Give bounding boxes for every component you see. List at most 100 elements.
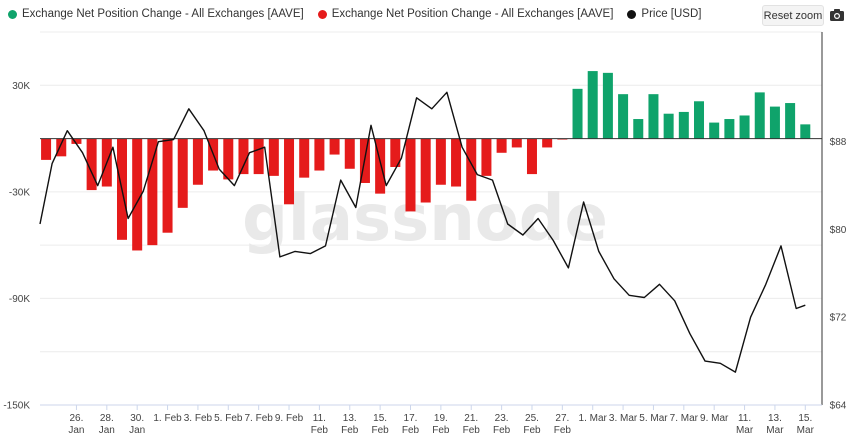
x-axis-tick-label: 15. bbox=[373, 413, 387, 424]
bar-inflow[interactable] bbox=[694, 101, 705, 139]
legend-label-price: Price [USD] bbox=[641, 8, 702, 20]
bar-outflow[interactable] bbox=[268, 138, 279, 176]
legend-item-outflow[interactable]: Exchange Net Position Change - All Excha… bbox=[317, 8, 613, 20]
bar-outflow[interactable] bbox=[253, 138, 264, 175]
axes: -150K-90K-30K30K$64$72$80$8826.Jan28.Jan… bbox=[3, 32, 847, 436]
x-axis-tick-label: 9. Mar bbox=[700, 413, 729, 424]
bar-outflow[interactable] bbox=[177, 138, 188, 208]
x-axis-tick-label: 1. Feb bbox=[153, 413, 182, 424]
x-axis-tick-label: Feb bbox=[372, 425, 390, 436]
bar-inflow[interactable] bbox=[618, 94, 629, 139]
bar-outflow[interactable] bbox=[344, 138, 355, 169]
bar-inflow[interactable] bbox=[724, 119, 735, 139]
x-axis-tick-label: 5. Feb bbox=[214, 413, 243, 424]
bar-inflow[interactable] bbox=[709, 122, 720, 139]
x-axis-tick-label: 11. bbox=[313, 413, 326, 424]
bar-outflow[interactable] bbox=[466, 138, 477, 201]
right-axis-tick-label: $80 bbox=[830, 225, 847, 236]
bar-outflow[interactable] bbox=[86, 138, 97, 191]
bar-outflow[interactable] bbox=[511, 138, 522, 148]
x-axis-tick-label: 13. bbox=[343, 413, 357, 424]
bar-outflow[interactable] bbox=[132, 138, 143, 251]
x-axis-tick-label: Mar bbox=[766, 425, 784, 436]
left-axis-tick-label: 30K bbox=[12, 81, 30, 92]
price-series bbox=[39, 91, 806, 373]
legend-label-inflow: Exchange Net Position Change - All Excha… bbox=[22, 8, 304, 20]
bar-inflow[interactable] bbox=[587, 71, 598, 139]
x-axis-tick-label: Feb bbox=[311, 425, 329, 436]
x-axis-tick-label: 27. bbox=[555, 413, 569, 424]
bar-inflow[interactable] bbox=[754, 92, 765, 139]
bar-outflow[interactable] bbox=[481, 138, 492, 176]
bar-outflow[interactable] bbox=[147, 138, 158, 246]
bar-inflow[interactable] bbox=[739, 115, 750, 139]
bar-outflow[interactable] bbox=[542, 138, 553, 148]
bar-outflow[interactable] bbox=[223, 138, 234, 180]
chart-legend: Exchange Net Position Change - All Excha… bbox=[8, 8, 701, 20]
legend-item-inflow[interactable]: Exchange Net Position Change - All Excha… bbox=[8, 8, 304, 20]
x-axis-tick-label: 3. Mar bbox=[609, 413, 638, 424]
x-axis-tick-label: 23. bbox=[495, 413, 509, 424]
left-axis-tick-label: -90K bbox=[9, 294, 30, 305]
bar-outflow[interactable] bbox=[299, 138, 310, 178]
x-axis-tick-label: Feb bbox=[402, 425, 420, 436]
x-axis-tick-label: 9. Feb bbox=[275, 413, 304, 424]
price-line[interactable] bbox=[39, 91, 806, 373]
x-axis-tick-label: 19. bbox=[434, 413, 448, 424]
legend-item-price[interactable]: Price [USD] bbox=[627, 8, 701, 20]
x-axis-tick-label: 5. Mar bbox=[639, 413, 668, 424]
bar-outflow[interactable] bbox=[284, 138, 295, 205]
bar-inflow[interactable] bbox=[663, 113, 674, 139]
legend-dot-red bbox=[317, 9, 327, 19]
x-axis-tick-label: 28. bbox=[100, 413, 114, 424]
bar-inflow[interactable] bbox=[800, 124, 811, 139]
bar-outflow[interactable] bbox=[71, 138, 82, 144]
x-axis-tick-label: 7. Feb bbox=[244, 413, 273, 424]
x-axis-tick-label: 17. bbox=[404, 413, 418, 424]
bar-outflow[interactable] bbox=[526, 138, 537, 175]
left-axis-tick-label: -30K bbox=[9, 187, 30, 198]
bar-outflow[interactable] bbox=[56, 138, 67, 157]
x-axis-tick-label: Feb bbox=[523, 425, 541, 436]
x-axis-tick-label: Feb bbox=[554, 425, 572, 436]
x-axis-tick-label: Jan bbox=[99, 425, 115, 436]
bar-inflow[interactable] bbox=[678, 111, 689, 139]
x-axis-tick-label: 26. bbox=[69, 413, 83, 424]
bar-outflow[interactable] bbox=[375, 138, 386, 194]
legend-dot-green bbox=[8, 9, 17, 19]
bar-outflow[interactable] bbox=[420, 138, 431, 203]
left-axis-tick-label: -150K bbox=[3, 401, 30, 412]
bar-inflow[interactable] bbox=[785, 103, 796, 139]
bar-outflow[interactable] bbox=[192, 138, 203, 185]
x-axis-tick-label: 7. Mar bbox=[670, 413, 699, 424]
bar-outflow[interactable] bbox=[162, 138, 173, 233]
x-axis-tick-label: Jan bbox=[68, 425, 84, 436]
reset-zoom-button[interactable]: Reset zoom bbox=[762, 5, 824, 26]
x-axis-tick-label: 30. bbox=[130, 413, 144, 424]
bar-outflow[interactable] bbox=[496, 138, 507, 153]
right-axis-tick-label: $88 bbox=[830, 137, 847, 148]
bar-outflow[interactable] bbox=[405, 138, 416, 212]
bar-inflow[interactable] bbox=[572, 88, 583, 139]
camera-icon[interactable] bbox=[829, 7, 845, 23]
bar-outflow[interactable] bbox=[238, 138, 249, 175]
x-axis-tick-label: Mar bbox=[736, 425, 754, 436]
bar-outflow[interactable] bbox=[451, 138, 462, 187]
x-axis-tick-label: 25. bbox=[525, 413, 539, 424]
legend-dot-black bbox=[627, 9, 637, 19]
bar-outflow[interactable] bbox=[329, 138, 340, 155]
x-axis-tick-label: 1. Mar bbox=[579, 413, 608, 424]
bar-outflow[interactable] bbox=[41, 138, 52, 160]
bar-outflow[interactable] bbox=[390, 138, 401, 167]
x-axis-tick-label: Feb bbox=[493, 425, 511, 436]
bar-inflow[interactable] bbox=[769, 106, 780, 139]
bar-outflow[interactable] bbox=[435, 138, 446, 185]
bar-inflow[interactable] bbox=[633, 119, 644, 139]
x-axis-tick-label: 11. bbox=[738, 413, 751, 424]
bar-inflow[interactable] bbox=[602, 72, 613, 139]
x-axis-tick-label: Feb bbox=[341, 425, 359, 436]
bar-inflow[interactable] bbox=[648, 94, 659, 139]
bar-outflow[interactable] bbox=[314, 138, 325, 171]
right-axis-tick-label: $64 bbox=[830, 401, 847, 412]
